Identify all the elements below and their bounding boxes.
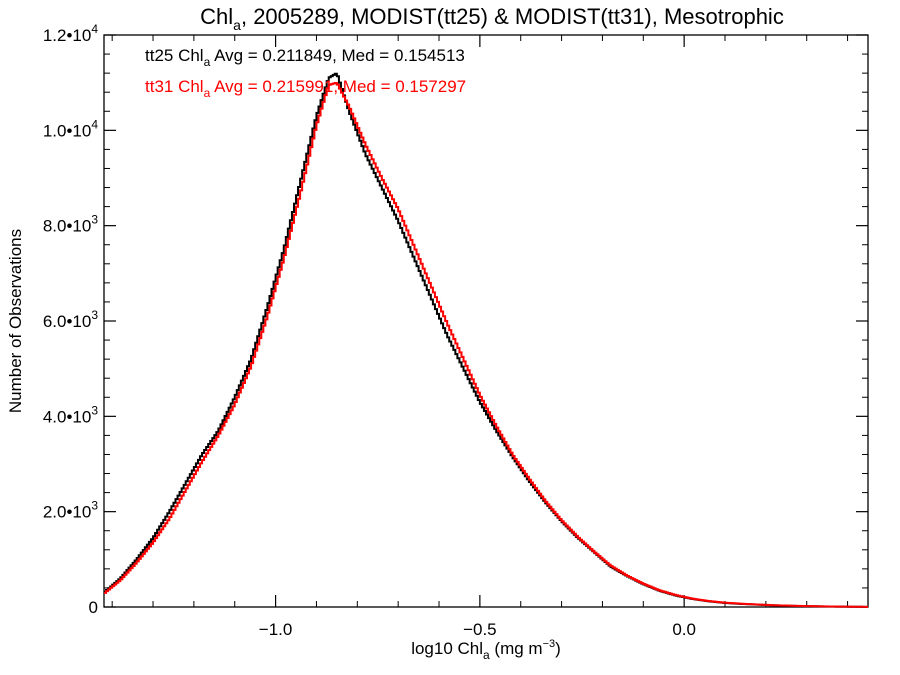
annotation-tt25: tt25 Chla Avg = 0.211849, Med = 0.154513 <box>145 46 465 69</box>
y-tick-label: 1.2•104 <box>43 22 99 45</box>
y-tick-label: 4.0•103 <box>43 403 99 426</box>
y-tick-label: 2.0•103 <box>43 499 99 522</box>
series-tt25-histogram <box>104 72 868 608</box>
y-axis-label: Number of Observations <box>6 229 25 413</box>
annotation-tt31: tt31 Chla Avg = 0.215991, Med = 0.157297 <box>145 77 466 100</box>
chart-title: Chla, 2005289, MODIST(tt25) & MODIST(tt3… <box>200 4 784 33</box>
x-tick-label: −1.0 <box>259 620 293 639</box>
series-layer <box>104 72 868 608</box>
x-tick-label: 0.0 <box>672 620 696 639</box>
x-tick-label: −0.5 <box>463 620 497 639</box>
y-tick-label: 8.0•103 <box>43 213 99 236</box>
plot-frame <box>103 34 869 608</box>
series-tt31-histogram <box>104 81 868 608</box>
y-tick-label: 1.0•104 <box>43 117 99 140</box>
y-tick-label: 6.0•103 <box>43 308 99 331</box>
x-axis: −1.0 −0.5 0.0 <box>111 35 849 639</box>
y-axis: 0 2.0•103 4.0•103 6.0•103 8.0•103 1.0•104 1.2•… <box>43 22 868 617</box>
y-tick-label: 0 <box>89 598 98 617</box>
x-axis-label: log10 Chla (mg m−3) <box>411 638 561 662</box>
